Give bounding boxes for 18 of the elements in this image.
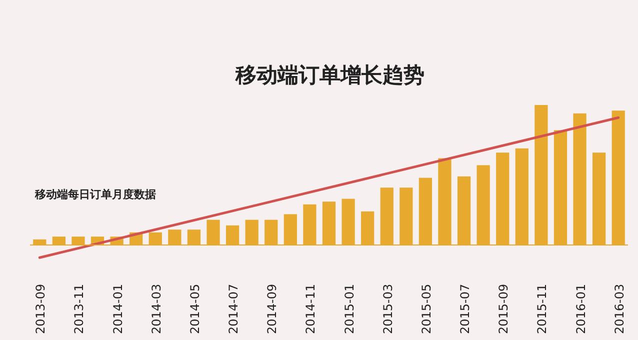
x-tick-label: 2016-03: [612, 284, 626, 334]
x-tick-label: 2013-11: [72, 284, 86, 334]
x-tick-label: 2015-11: [535, 284, 550, 334]
x-tick-label: 2014-09: [265, 284, 280, 334]
x-tick-label: 2015-07: [458, 284, 472, 334]
x-tick-label: 2013-09: [34, 284, 48, 334]
x-tick-label: 2016-01: [574, 284, 588, 334]
x-tick-label: 2015-01: [342, 284, 356, 334]
x-tick-label: 2015-05: [419, 284, 434, 334]
annotation: 移动端每日订单月度数据: [34, 188, 156, 201]
x-tick-label: 2014-07: [226, 284, 241, 334]
x-tick-label: 2014-03: [149, 284, 164, 334]
x-tick-label: 2015-09: [496, 284, 511, 334]
x-tick-label: 2014-05: [188, 284, 202, 334]
x-tick-label: 2015-03: [380, 284, 395, 334]
x-tick-label: 2014-01: [110, 284, 125, 334]
x-tick-label: 2014-11: [304, 284, 318, 334]
chart-title: 移动端订单增长趋势: [234, 63, 424, 87]
